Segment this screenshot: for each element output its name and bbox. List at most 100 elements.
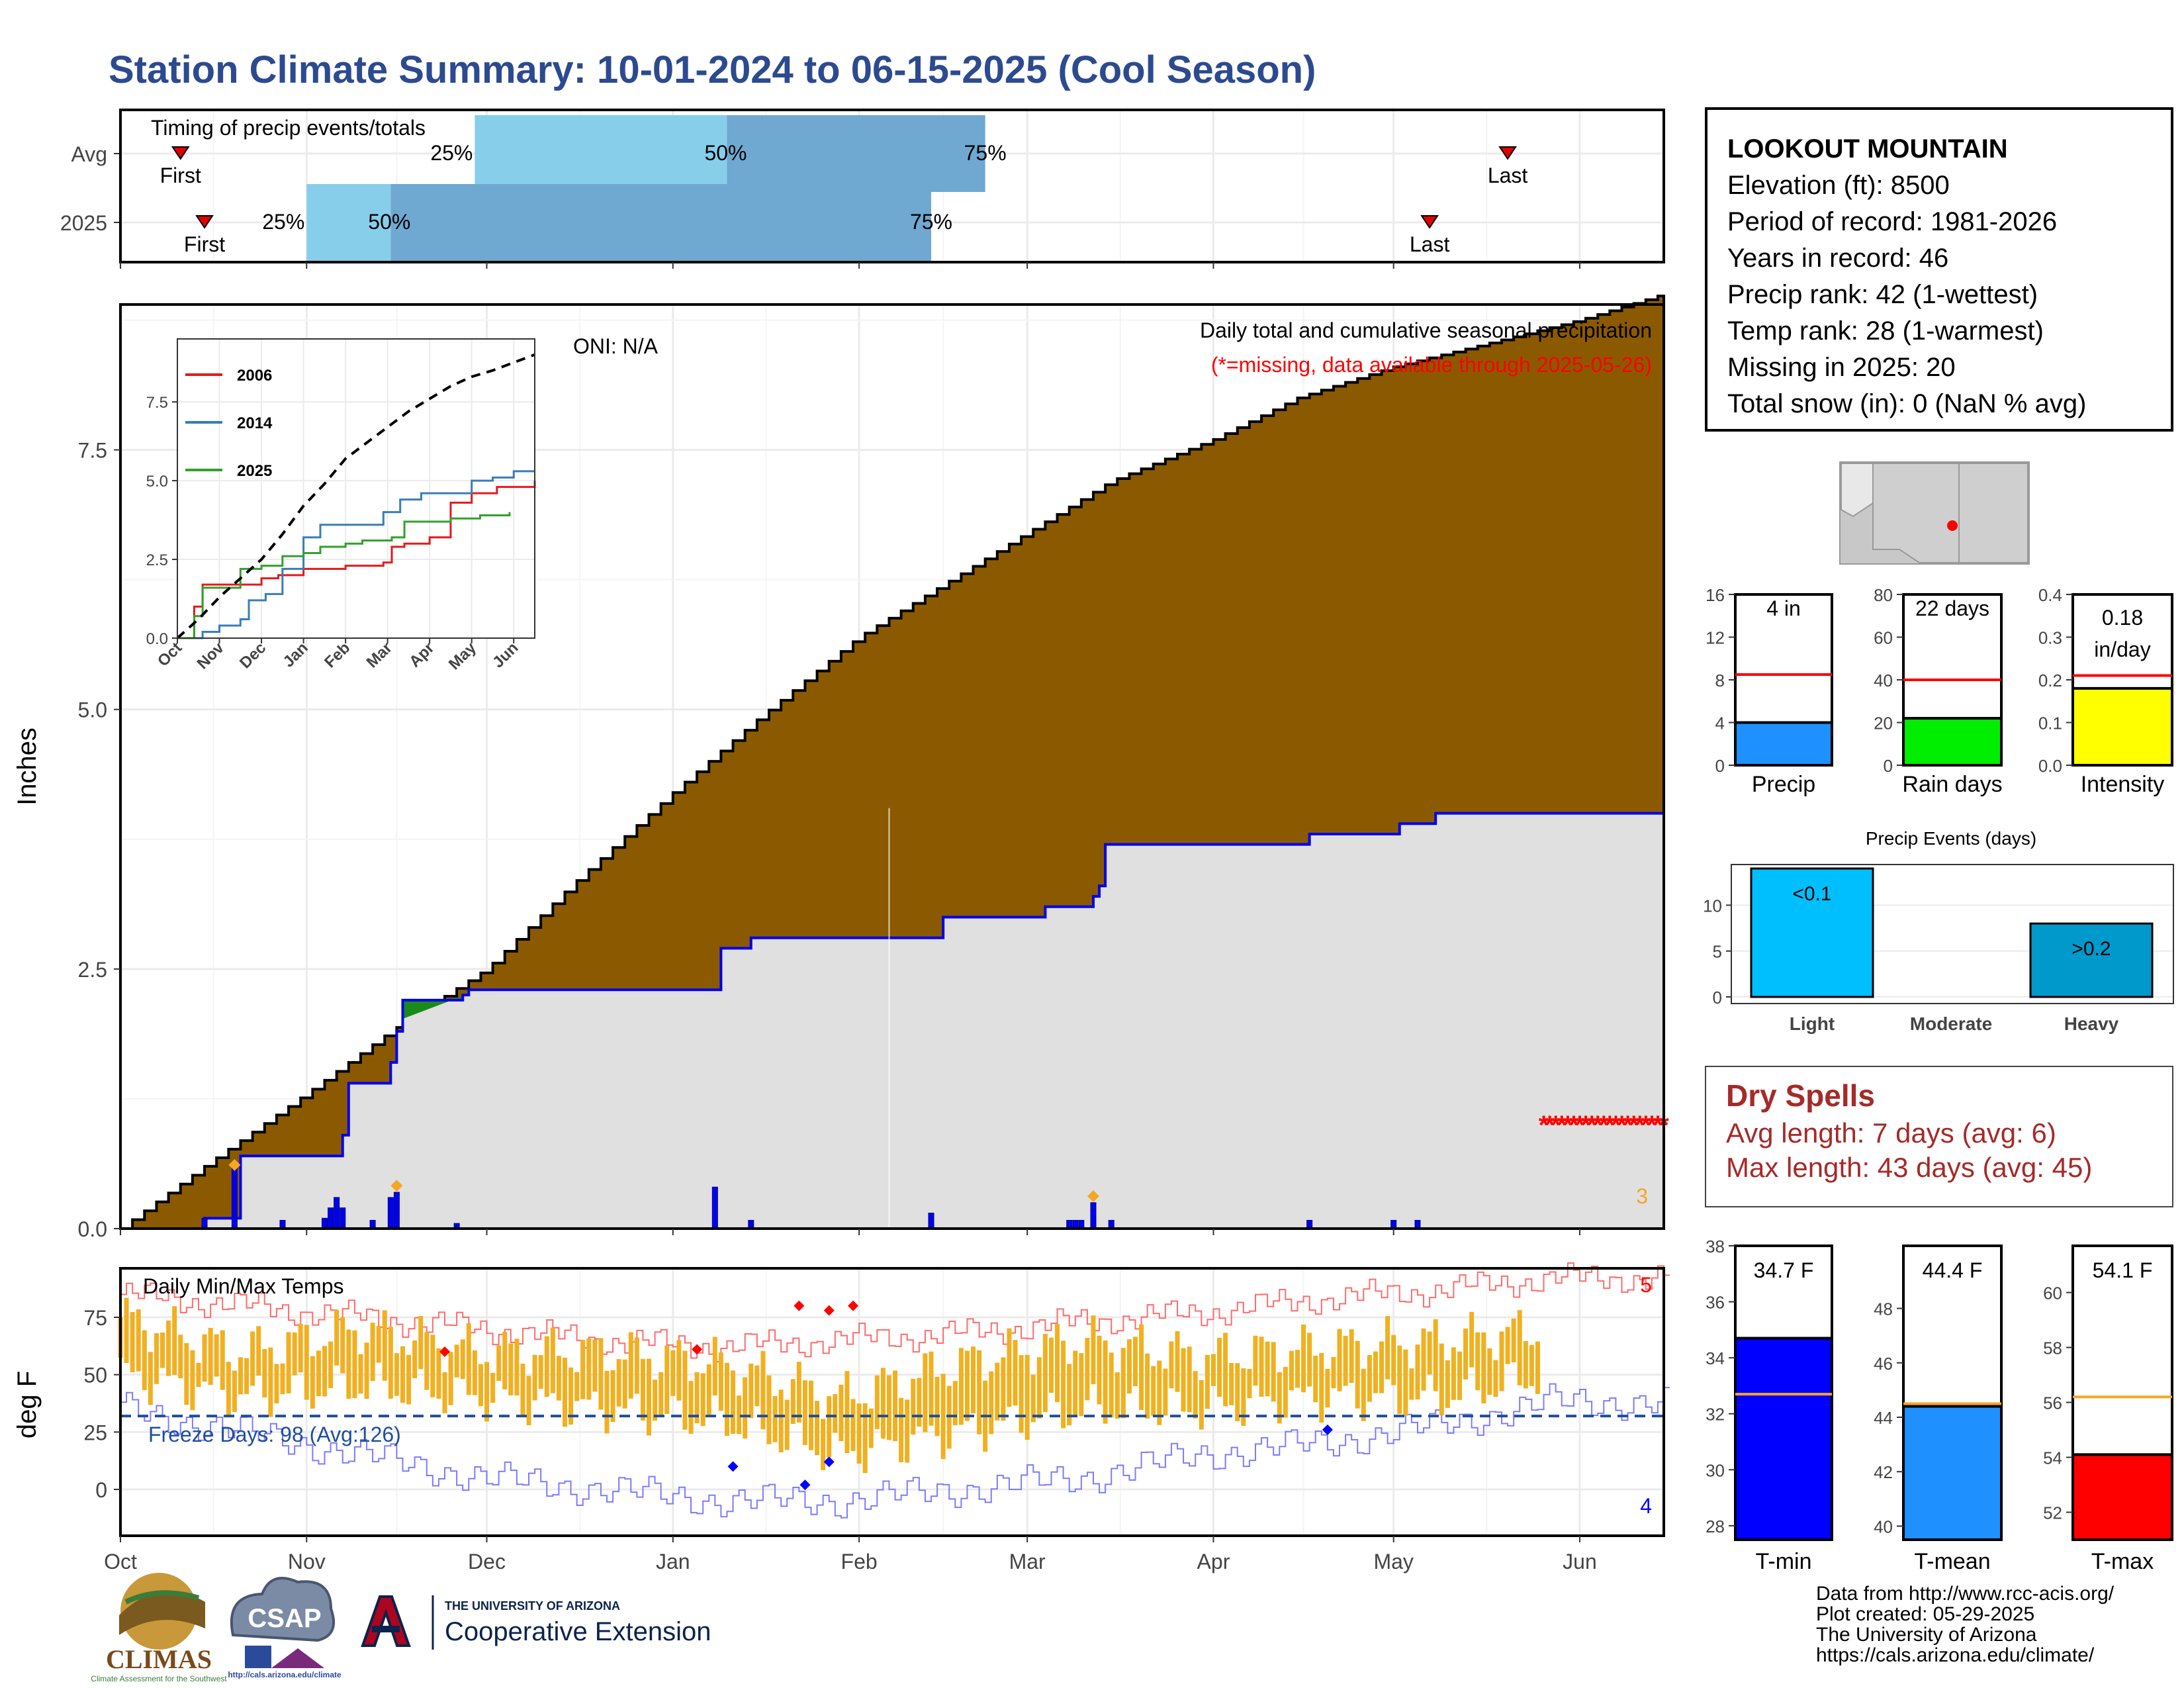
inset-series-line — [177, 470, 535, 639]
daily-temp-bar — [1241, 1368, 1246, 1427]
obs-cumulative-area — [120, 813, 1664, 1229]
daily-temp-bar — [202, 1334, 207, 1382]
mini-y-tick: 0.0 — [2038, 756, 2062, 776]
daily-temp-bar — [292, 1332, 297, 1376]
mini-y-tick: 60 — [1874, 628, 1893, 648]
mini-value-label: 44.4 F — [1923, 1258, 1983, 1282]
station-name: LOOKOUT MOUNTAIN — [1727, 134, 2008, 164]
record-low-marker — [727, 1461, 739, 1472]
record-low-marker — [1322, 1424, 1333, 1435]
extreme-event-marker — [228, 1158, 241, 1171]
missing-marker: * — [1551, 1111, 1561, 1140]
daily-temp-bar — [1145, 1353, 1150, 1419]
last-marker — [1420, 215, 1439, 229]
daily-temp-bar — [754, 1365, 760, 1407]
mini-y-tick: 56 — [2043, 1393, 2062, 1413]
daily-temp-bar — [262, 1349, 267, 1398]
climas-mountain-icon — [119, 1591, 205, 1635]
panel-border — [119, 1267, 1665, 1537]
daily-temp-bar — [760, 1350, 766, 1430]
daily-temp-bar — [1463, 1328, 1469, 1380]
event-bar-label: <0.1 — [1792, 883, 1831, 905]
station-location-marker — [1947, 520, 1958, 531]
daily-temp-bar — [856, 1403, 862, 1464]
daily-temp-bar — [160, 1333, 165, 1368]
station-line: Years in record: 46 — [1727, 244, 1949, 273]
daily-temp-bar — [1367, 1354, 1372, 1402]
daily-temp-bar — [352, 1330, 357, 1399]
record-high-marker — [794, 1300, 805, 1311]
daily-temp-bar — [592, 1339, 598, 1392]
events-y-tick: 0 — [1713, 988, 1722, 1008]
daily-temp-bar — [328, 1341, 334, 1388]
daily-temp-bar — [250, 1331, 255, 1386]
station-line: Precip rank: 42 (1-wettest) — [1727, 280, 2038, 309]
daily-temp-bar — [172, 1306, 177, 1375]
daily-temp-bar — [238, 1357, 243, 1395]
daily-temp-bar — [1169, 1341, 1174, 1389]
daily-temp-bar — [743, 1377, 748, 1439]
daily-temp-bar — [508, 1343, 514, 1395]
csap-mountain-icon — [271, 1648, 324, 1668]
daily-temp-bar — [1451, 1347, 1456, 1400]
y-tick-label: 0.0 — [78, 1217, 107, 1241]
daily-temp-bar — [1048, 1337, 1054, 1393]
legend-label: 2006 — [237, 367, 272, 385]
daily-temp-bar — [1439, 1343, 1444, 1416]
daily-temp-bar — [1181, 1348, 1186, 1412]
daily-temp-bar — [905, 1399, 910, 1463]
mini-bar — [1734, 721, 1833, 767]
daily-temp-bar — [1277, 1372, 1282, 1424]
daily-temp-bar — [1511, 1318, 1516, 1362]
daily-temp-bar — [880, 1368, 886, 1439]
daily-temp-bar — [346, 1329, 351, 1399]
daily-temp-bar — [256, 1326, 261, 1376]
daily-temp-bar — [316, 1350, 321, 1397]
x-tick-label: Mar — [1009, 1550, 1046, 1573]
daily-temp-bar — [712, 1336, 717, 1396]
daily-temp-bar — [659, 1372, 664, 1416]
credit-line: Plot created: 05-29-2025 — [1816, 1603, 2035, 1625]
daily-temp-bar — [1499, 1331, 1504, 1391]
x-tick-label: Jan — [656, 1550, 690, 1573]
climas-sub-text: Climate Assessment for the Southwest — [91, 1674, 227, 1683]
mini-y-tick: 48 — [1874, 1299, 1893, 1319]
daily-temp-bar — [989, 1371, 994, 1434]
p75-label: 75% — [910, 210, 952, 234]
missing-marker: * — [1569, 1111, 1579, 1140]
missing-marker: * — [1545, 1111, 1555, 1140]
precip-events-chart: Precip Events (days) <0.1 Light Moderate >0.… — [1703, 828, 2174, 1034]
daily-temp-bar — [821, 1419, 826, 1470]
mini-y-tick: 52 — [2043, 1503, 2062, 1523]
daily-precip-bar — [387, 1197, 394, 1229]
daily-temp-bar — [1091, 1315, 1096, 1385]
daily-temp-bar — [1199, 1380, 1204, 1430]
y-tick-label: 50 — [83, 1364, 107, 1387]
record-low-marker — [799, 1479, 811, 1491]
record-high-marker — [823, 1305, 835, 1316]
daily-temp-bar — [778, 1389, 784, 1452]
mini-y-tick: 42 — [1874, 1462, 1893, 1482]
daily-temp-bar — [1391, 1335, 1396, 1385]
daily-temp-bar — [490, 1372, 496, 1403]
extreme-event-marker — [1087, 1190, 1099, 1202]
daily-temp-bar — [1187, 1346, 1192, 1413]
mini-y-tick: 4 — [1715, 714, 1725, 733]
daily-temp-bar — [923, 1353, 928, 1432]
missing-marker: * — [1586, 1111, 1597, 1140]
p25-label: 25% — [262, 210, 304, 234]
daily-temp-bar — [886, 1375, 891, 1440]
daily-temp-bar — [334, 1309, 340, 1366]
daily-temp-bar — [406, 1354, 412, 1405]
map-state-nm — [1958, 463, 2028, 563]
station-info-box: LOOKOUT MOUNTAIN Elevation (ft): 8500 Pe… — [1705, 107, 2173, 432]
daily-temp-bar — [214, 1334, 219, 1377]
daily-temp-bar — [322, 1346, 328, 1397]
x-tick-label: Nov — [288, 1550, 326, 1573]
event-bar — [1750, 867, 1874, 998]
daily-temp-bar — [1259, 1336, 1264, 1397]
daily-temp-bar — [1223, 1333, 1228, 1407]
daily-temp-bar — [532, 1354, 537, 1401]
y-tick-label: 0 — [95, 1478, 107, 1502]
mini-y-tick: 28 — [1706, 1517, 1725, 1536]
